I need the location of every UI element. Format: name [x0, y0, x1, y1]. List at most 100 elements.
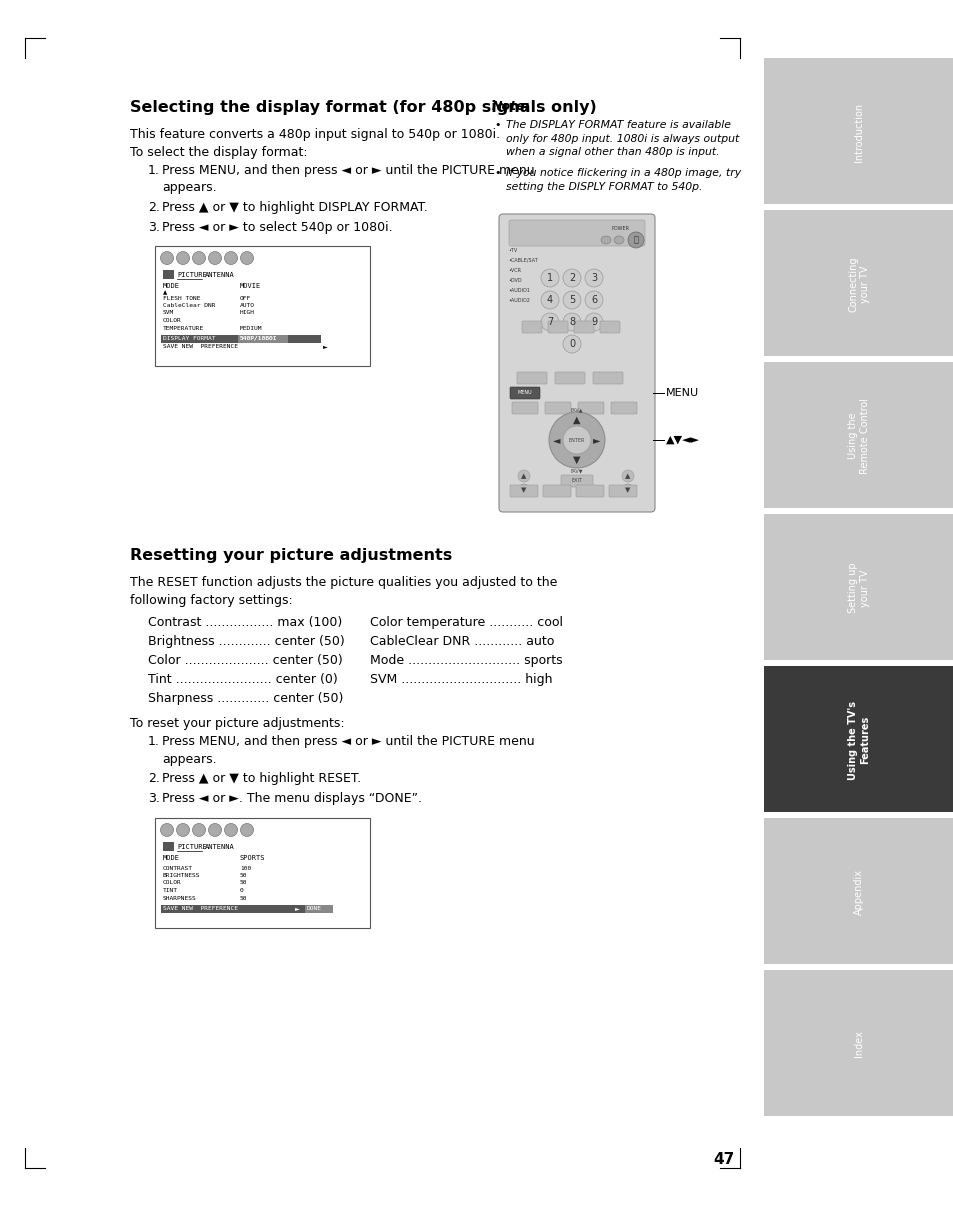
Circle shape	[621, 470, 634, 482]
Bar	[763, 210, 953, 356]
Bar	[154, 818, 370, 927]
Text: MODE: MODE	[163, 855, 180, 861]
FancyBboxPatch shape	[560, 475, 593, 487]
Text: ▼: ▼	[573, 455, 580, 466]
Text: 5: 5	[568, 295, 575, 305]
Circle shape	[224, 824, 237, 837]
Text: •DVD: •DVD	[507, 277, 521, 282]
Text: 1.: 1.	[148, 164, 160, 177]
Text: Brightness ............. center (50): Brightness ............. center (50)	[148, 636, 344, 648]
Bar	[161, 904, 320, 913]
Text: The RESET function adjusts the picture qualities you adjusted to the
following f: The RESET function adjusts the picture q…	[130, 576, 557, 607]
Circle shape	[240, 252, 253, 264]
Text: ▲: ▲	[624, 473, 630, 479]
Text: 7: 7	[546, 317, 553, 327]
Circle shape	[548, 412, 604, 468]
FancyBboxPatch shape	[593, 371, 622, 384]
Circle shape	[540, 314, 558, 330]
FancyBboxPatch shape	[610, 402, 637, 414]
Circle shape	[584, 314, 602, 330]
Text: MOVIE: MOVIE	[240, 283, 261, 289]
Text: CONTRAST: CONTRAST	[163, 866, 193, 871]
Text: Contrast ................. max (100): Contrast ................. max (100)	[148, 616, 342, 630]
Circle shape	[209, 252, 221, 264]
Text: MENU: MENU	[665, 388, 699, 398]
Circle shape	[562, 314, 580, 330]
Text: ►: ►	[323, 344, 328, 349]
Text: Selecting the display format (for 480p signals only): Selecting the display format (for 480p s…	[130, 100, 597, 115]
Text: Press ◄ or ► to select 540p or 1080i.: Press ◄ or ► to select 540p or 1080i.	[162, 221, 393, 234]
Bar	[763, 666, 953, 812]
Circle shape	[209, 824, 221, 837]
Text: SHARPNESS: SHARPNESS	[163, 896, 196, 901]
FancyBboxPatch shape	[542, 485, 571, 497]
Text: 3: 3	[590, 273, 597, 283]
Text: CableClear DNR: CableClear DNR	[163, 303, 215, 308]
Text: Press MENU, and then press ◄ or ► until the PICTURE menu
appears.: Press MENU, and then press ◄ or ► until …	[162, 164, 534, 194]
Text: •CABLE/SAT: •CABLE/SAT	[507, 258, 537, 263]
Text: Color ..................... center (50): Color ..................... center (50)	[148, 654, 342, 667]
FancyBboxPatch shape	[608, 485, 637, 497]
Ellipse shape	[614, 236, 623, 244]
Bar	[163, 842, 173, 851]
Text: HIGH: HIGH	[240, 310, 254, 316]
Text: 0: 0	[240, 888, 244, 892]
Text: 6: 6	[590, 295, 597, 305]
Text: Introduction: Introduction	[853, 103, 863, 162]
Text: FAV▼: FAV▼	[570, 468, 582, 474]
Text: Appendix: Appendix	[853, 870, 863, 915]
Circle shape	[224, 252, 237, 264]
Text: To select the display format:: To select the display format:	[130, 146, 307, 159]
Circle shape	[517, 470, 530, 482]
Text: •: •	[494, 168, 500, 178]
Text: 540P/1080I: 540P/1080I	[240, 336, 277, 341]
Text: 8: 8	[568, 317, 575, 327]
Text: FLESH TONE: FLESH TONE	[163, 295, 200, 300]
Text: 100: 100	[240, 866, 251, 871]
Text: Mode ............................ sports: Mode ............................ sports	[370, 654, 562, 667]
Text: 50: 50	[240, 880, 247, 885]
Circle shape	[627, 232, 643, 248]
Text: The DISPLAY FORMAT feature is available
only for 480p input. 1080i is always out: The DISPLAY FORMAT feature is available …	[505, 121, 739, 157]
Text: EXIT: EXIT	[571, 479, 582, 484]
Text: ▲: ▲	[163, 291, 167, 295]
Text: 0: 0	[568, 339, 575, 349]
Text: 1: 1	[546, 273, 553, 283]
Text: •AUDIO2: •AUDIO2	[507, 298, 529, 303]
Circle shape	[562, 426, 590, 453]
FancyBboxPatch shape	[599, 321, 619, 333]
Circle shape	[562, 335, 580, 353]
Circle shape	[621, 484, 634, 496]
Circle shape	[193, 824, 205, 837]
Text: MODE: MODE	[163, 283, 180, 289]
Text: POWER: POWER	[612, 226, 629, 230]
FancyBboxPatch shape	[547, 321, 567, 333]
Bar	[305, 904, 333, 913]
Text: 50: 50	[240, 873, 247, 878]
FancyBboxPatch shape	[510, 387, 539, 399]
Text: AUTO: AUTO	[240, 303, 254, 308]
Circle shape	[160, 252, 173, 264]
Text: •TV: •TV	[507, 247, 517, 252]
Text: ▲▼◄►: ▲▼◄►	[665, 435, 700, 445]
Text: This feature converts a 480p input signal to 540p or 1080i.: This feature converts a 480p input signa…	[130, 128, 499, 141]
FancyBboxPatch shape	[574, 321, 594, 333]
Text: 2.: 2.	[148, 772, 160, 785]
Text: ▲: ▲	[520, 473, 526, 479]
Text: Color temperature ........... cool: Color temperature ........... cool	[370, 616, 562, 630]
Text: SVM .............................. high: SVM .............................. high	[370, 673, 552, 686]
Text: Note:: Note:	[492, 100, 530, 113]
Text: 540P/1080I: 540P/1080I	[240, 336, 277, 341]
Circle shape	[562, 291, 580, 309]
FancyBboxPatch shape	[576, 485, 603, 497]
Text: 2.: 2.	[148, 201, 160, 213]
FancyBboxPatch shape	[521, 321, 541, 333]
Text: SAVE NEW  PREFERENCE: SAVE NEW PREFERENCE	[163, 906, 237, 911]
Text: PICTURE: PICTURE	[177, 273, 207, 279]
Circle shape	[160, 824, 173, 837]
Text: Sharpness ............. center (50): Sharpness ............. center (50)	[148, 692, 343, 706]
Text: CableClear DNR ............ auto: CableClear DNR ............ auto	[370, 636, 554, 648]
Text: OFF: OFF	[240, 295, 251, 300]
Text: COLOR: COLOR	[163, 880, 182, 885]
FancyBboxPatch shape	[544, 402, 571, 414]
